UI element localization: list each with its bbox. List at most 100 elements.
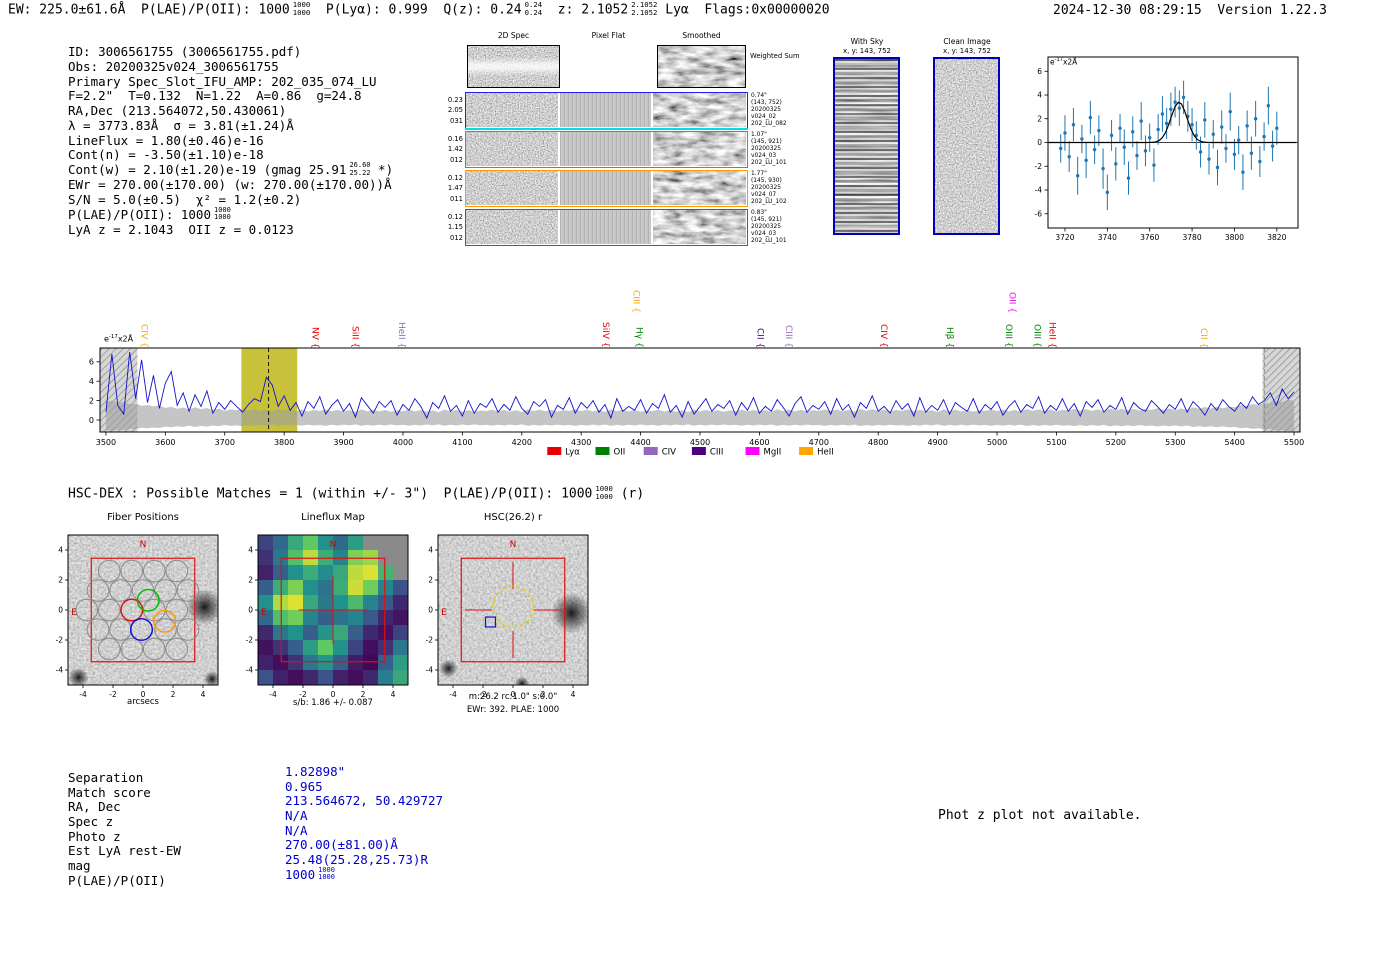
legend-swatch xyxy=(691,447,706,455)
fiber-meta-label: v024_07 xyxy=(751,192,777,199)
hsc-dex-summary-line: HSC-DEX : Possible Matches = 1 (within +… xyxy=(68,484,645,502)
match-row-label: mag xyxy=(68,858,91,874)
legend: Lyα OII CIV CIII MgII HeII xyxy=(547,447,834,458)
fiber-circle xyxy=(86,579,110,602)
fiber-smoothed-image xyxy=(653,171,746,205)
emission-line-label: CIV { xyxy=(138,324,149,348)
emission-line-label: SiIV { xyxy=(600,322,611,348)
axis-text: -2 xyxy=(56,636,64,645)
lineflux-caption: s/b: 1.86 +/- 0.087 xyxy=(293,698,373,708)
lineflux-map-panel: N E -4 -4 -2 -2 0 0 2 2 4 4 xyxy=(246,534,409,699)
weighted-sum-smoothed-image xyxy=(657,45,746,88)
fiber-circle xyxy=(120,637,144,661)
fiber-meta-label: 20200325 xyxy=(751,146,781,153)
x-axis-ticks: 3720 3740 3760 3780 3800 3820 xyxy=(1055,228,1287,242)
match-row-label: Est LyA rest-EW xyxy=(68,843,181,859)
axis-text: 4400 xyxy=(630,438,650,447)
fiber-meta-label: 1.77" xyxy=(751,171,767,177)
y-axis-ticks: -6 -4 -2 0 2 4 6 xyxy=(1035,67,1048,218)
axis-text: 3500 xyxy=(96,438,116,447)
fiber-meta-label: 0.74" xyxy=(751,93,767,99)
report-datetime-version: 2024-12-30 08:29:15 Version 1.22.3 xyxy=(1053,3,1327,18)
spectrum-line xyxy=(105,352,1295,420)
fiber-circle xyxy=(142,637,166,661)
emission-line-label: HeII { xyxy=(1046,321,1057,348)
column-header-smoothed: Smoothed xyxy=(682,31,721,40)
axis-text: 4200 xyxy=(512,438,532,447)
report-header-line: EW: 225.0±61.6Å P(LAE)/P(OII): 1000 1000 1… xyxy=(8,0,830,18)
match-row-label: P(LAE)/P(OII) xyxy=(68,872,166,888)
fiber-pixel-flat-image xyxy=(560,210,651,244)
axis-text: 4000 xyxy=(393,438,413,447)
fiber-meta-label: 202_LU_101 xyxy=(751,238,787,245)
fiber-circle xyxy=(75,598,99,622)
axis-text: 6 xyxy=(89,358,94,367)
noise-image xyxy=(653,210,746,244)
axis-text: 0 xyxy=(58,606,63,615)
legend-swatch xyxy=(799,447,814,455)
spec2d-fiber-row xyxy=(465,170,748,207)
match-row-label: RA, Dec xyxy=(68,799,121,815)
axis-text: -4 xyxy=(426,666,434,675)
emission-line-label: CIII { xyxy=(783,325,794,348)
info-line: F=2.2" T=0.132 N̄=1.22 A=0.86 g=24.8 xyxy=(68,88,362,104)
fiber-meta-label: (145, 921) xyxy=(751,139,782,146)
axis-text: 4 xyxy=(248,546,253,555)
y-axis-ticks: 0 2 4 6 xyxy=(89,358,100,425)
info-line: P(LAE)/P(OII): 1000 1000 1000 xyxy=(68,205,231,222)
axis-text: 2 xyxy=(428,576,433,585)
fiber-positions-panel: N E -4 -4 -2 -2 0 0 2 2 4 4 xyxy=(56,534,219,699)
noise-image xyxy=(658,46,745,87)
fiber-meta-label: 1.07" xyxy=(751,132,767,138)
fiber-weight-label: 0.12 xyxy=(447,213,463,221)
emission-line-label: HeII { xyxy=(395,321,406,348)
fiber-weight-label: 1.47 xyxy=(447,184,463,193)
fiber-weight-label: 012 xyxy=(450,155,463,164)
axis-text: 0 xyxy=(1037,138,1042,147)
noise-image xyxy=(466,93,558,127)
emission-line-label: OIII { xyxy=(1002,324,1013,348)
fiber-2d-spec-image xyxy=(466,132,558,166)
emission-line-label: NV { xyxy=(309,326,320,348)
north-marker: N xyxy=(510,540,517,550)
match-row-label: Photo z xyxy=(68,828,121,844)
dark-source-blob xyxy=(204,671,218,685)
inset-spectrum-plot: 3720 3740 3760 3780 3800 3820 -6 -4 -2 0 2 4 6 xyxy=(1035,56,1299,242)
info-line: ID: 3006561755 (3006561755.pdf) xyxy=(68,44,302,59)
phot-z-note: Phot z plot not available. xyxy=(938,808,1142,823)
column-header-pixel-flat: Pixel Flat xyxy=(591,31,626,40)
axis-text: -2 xyxy=(246,636,254,645)
fiber-row-right-labels: 0.83" (145, 921) 20200325 v024_03 202_LU_101 xyxy=(751,210,809,245)
weighted-sum-2d-image xyxy=(467,45,560,88)
east-marker: E xyxy=(261,608,267,618)
match-row-value: 1.82898" xyxy=(285,764,346,779)
axis-text: 3800 xyxy=(1225,233,1244,242)
axis-ticks: -4 -4 -2 -2 0 0 2 2 4 4 xyxy=(426,546,576,700)
bright-stripe xyxy=(468,57,559,76)
axis-text: 4 xyxy=(1037,91,1042,100)
axis-text: -6 xyxy=(1035,209,1043,218)
hsc-caption-2: EWr: 392. PLAE: 1000 xyxy=(466,705,560,715)
noise-image xyxy=(653,132,746,166)
match-row-label: Separation xyxy=(68,770,144,785)
fiber-circle xyxy=(154,618,177,641)
axis-text: 5100 xyxy=(1046,438,1066,447)
axis-text: 2 xyxy=(89,396,94,405)
axis-text: 4 xyxy=(58,546,63,555)
fiber-weight-label: 0.23 xyxy=(447,96,463,104)
with-sky-coords: x, y: 143, 752 xyxy=(843,47,891,55)
axis-text: 3740 xyxy=(1098,233,1117,242)
stacked-fraction: 1000 1000 xyxy=(318,865,335,882)
stacked-fraction: 1000 1000 xyxy=(292,0,311,17)
fiber-smoothed-image xyxy=(653,93,746,127)
inset-ylabel: e-17x2Å xyxy=(1050,57,1078,67)
axis-text: 2 xyxy=(248,576,253,585)
mainspec-ylabel: e-17x2Å xyxy=(104,334,134,344)
fiber-circle xyxy=(109,579,132,602)
ifu-footprint-square xyxy=(280,557,386,663)
data-points xyxy=(1059,80,1279,211)
info-line: S/N = 5.0(±0.5) χ² = 1.2(±0.2) xyxy=(68,191,302,207)
match-row-value: 1000 1000 1000 xyxy=(285,865,335,882)
axis-text: 4300 xyxy=(571,438,591,447)
info-line: LyA z = 2.1043 OII z = 0.0123 xyxy=(68,221,294,237)
